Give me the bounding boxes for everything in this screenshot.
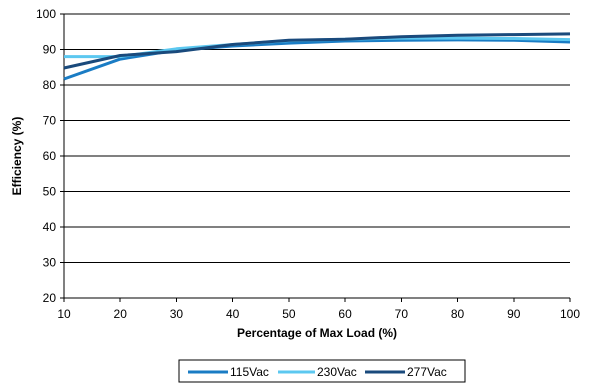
x-tick-label-10: 10: [57, 307, 71, 321]
series-line-115vac: [63, 38, 571, 81]
axes: [60, 13, 571, 302]
y-tick-label-30: 30: [43, 256, 57, 270]
x-tick-label-90: 90: [507, 307, 521, 321]
x-axis-title: Percentage of Max Load (%): [237, 326, 397, 340]
legend: 115Vac 230Vac 277Vac: [178, 359, 466, 383]
x-tick-label-60: 60: [338, 307, 352, 321]
x-tick-label-70: 70: [395, 307, 409, 321]
y-tick-label-60: 60: [43, 149, 57, 163]
x-tick-label-100: 100: [560, 307, 580, 321]
legend-box: [178, 359, 466, 383]
y-tick-label-90: 90: [43, 43, 57, 57]
series-line-277vac: [63, 32, 571, 70]
y-tick-label-70: 70: [43, 114, 57, 128]
x-tick-label-30: 30: [170, 307, 184, 321]
y-tick-label-100: 100: [36, 7, 56, 21]
x-tick-label-50: 50: [282, 307, 296, 321]
x-tick-label-40: 40: [226, 307, 240, 321]
legend-label-230vac: 230Vac: [317, 365, 357, 379]
x-tick-label-20: 20: [114, 307, 128, 321]
y-tick-label-40: 40: [43, 220, 57, 234]
y-tick-label-50: 50: [43, 185, 57, 199]
legend-label-115vac: 115Vac: [230, 365, 269, 379]
grid-lines: [64, 13, 570, 263]
data-series: [63, 32, 571, 81]
y-axis-title: Efficiency (%): [10, 117, 24, 196]
legend-label-277vac: 277Vac: [407, 365, 447, 379]
y-tick-label-80: 80: [43, 78, 57, 92]
y-tick-label-20: 20: [43, 291, 57, 305]
x-tick-label-80: 80: [451, 307, 465, 321]
